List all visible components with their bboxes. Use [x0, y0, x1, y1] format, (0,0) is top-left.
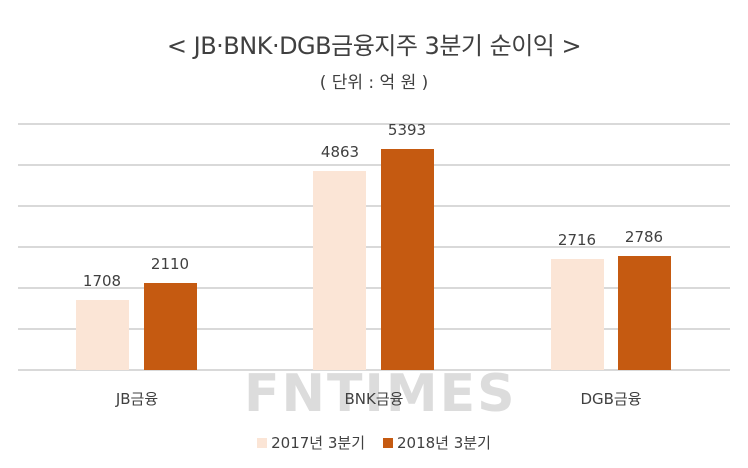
gridline [18, 287, 730, 289]
data-label: 2786 [624, 228, 664, 246]
legend-item-2017: 2017년 3분기 [257, 432, 365, 453]
legend: 2017년 3분기 2018년 3분기 [0, 432, 748, 453]
data-label: 2716 [557, 231, 597, 249]
chart-title: < JB·BNK·DGB금융지주 3분기 순이익 > [166, 32, 582, 60]
legend-swatch-icon [383, 437, 393, 448]
legend-swatch-icon [257, 437, 268, 448]
legend-label: 2018년 3분기 [397, 434, 491, 452]
bar-jb-2018 [144, 283, 197, 370]
gridline [18, 205, 730, 207]
bar-bnk-2017 [313, 171, 366, 370]
bar-bnk-2018 [381, 149, 434, 370]
watermark: FNTIMES [244, 364, 517, 424]
legend-item-2018: 2018년 3분기 [383, 432, 491, 453]
bar-jb-2017 [76, 300, 129, 370]
data-label: 2110 [150, 255, 190, 273]
x-axis-line [18, 369, 730, 371]
data-label: 5393 [387, 121, 427, 139]
gridline [18, 164, 730, 166]
chart-subtitle: ( 단위 : 억 원 ) [319, 73, 429, 93]
category-label-dgb: DGB금융 [580, 390, 642, 408]
gridline [18, 123, 730, 125]
category-label-jb: JB금융 [115, 390, 159, 408]
data-label: 4863 [320, 143, 360, 161]
gridline [18, 328, 730, 330]
bar-dgb-2018 [618, 256, 671, 370]
bar-dgb-2017 [551, 259, 604, 370]
category-label-bnk: BNK금융 [344, 390, 404, 408]
legend-label: 2017년 3분기 [271, 434, 365, 452]
plot-area [18, 0, 730, 468]
data-label: 1708 [82, 272, 122, 290]
gridline [18, 246, 730, 248]
